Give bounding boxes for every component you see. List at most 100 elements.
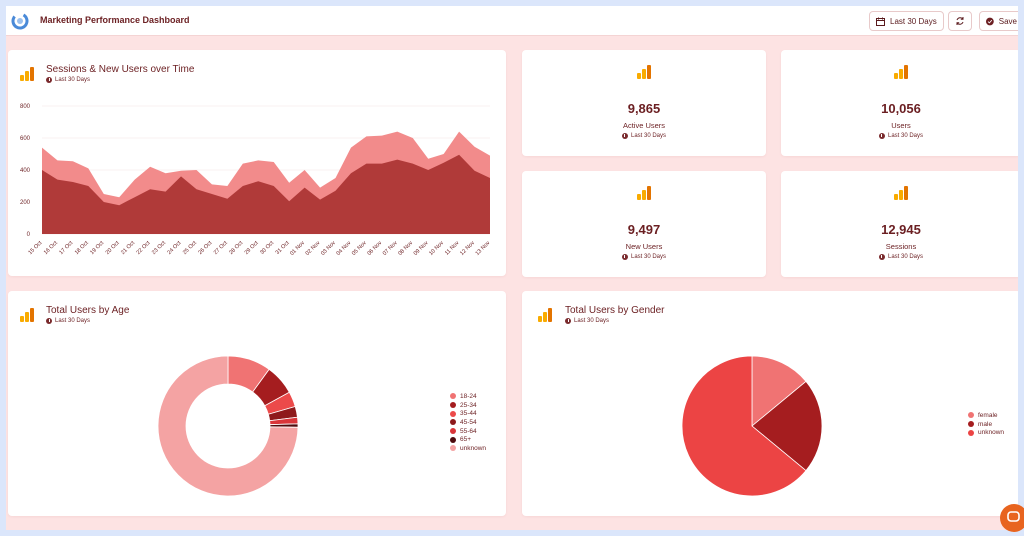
legend-swatch [450, 402, 456, 409]
dashboard-frame: Marketing Performance Dashboard Last 30 … [6, 6, 1018, 530]
legend-swatch [450, 419, 456, 426]
age-legend: 18-24 25-34 35-44 45-54 55-64 65+ unknown [450, 392, 486, 453]
pie-slice-unknown[interactable] [681, 355, 807, 497]
google-analytics-icon [894, 65, 908, 79]
legend-item-female[interactable]: female [968, 411, 1004, 420]
age-donut-chart [157, 355, 299, 497]
chat-icon[interactable] [1000, 504, 1024, 532]
save-label: Save [998, 16, 1017, 26]
legend-item-35-44[interactable]: 35-44 [450, 409, 486, 418]
x-tick-label: 28 Oct [228, 240, 244, 256]
gender-card-title: Total Users by Gender [565, 305, 665, 316]
x-tick-label: 04 Nov [336, 240, 353, 257]
top-bar: Marketing Performance Dashboard Last 30 … [6, 6, 1018, 36]
legend-label: 18-24 [460, 392, 477, 400]
save-button[interactable]: Save [979, 11, 1018, 31]
legend-swatch [450, 410, 456, 417]
legend-label: female [978, 411, 998, 419]
gender-card-subtitle: Last 30 Days [565, 318, 609, 324]
kpi-subtitle: Last 30 Days [781, 254, 1018, 260]
x-tick-label: 13 Nov [475, 240, 492, 257]
x-tick-label: 27 Oct [213, 240, 229, 256]
x-tick-label: 31 Oct [275, 240, 291, 256]
legend-label: 65+ [460, 436, 472, 444]
kpi-label: Users [891, 121, 911, 130]
x-tick-label: 23 Oct [151, 240, 167, 256]
refresh-icon [956, 17, 964, 25]
x-tick-label: 12 Nov [459, 240, 476, 257]
chat-icon-glyph [1007, 511, 1020, 522]
legend-item-55-64[interactable]: 55-64 [450, 427, 486, 436]
x-tick-label: 30 Oct [259, 240, 275, 256]
y-tick-label: 0 [27, 232, 31, 238]
pie-slice-female[interactable] [751, 355, 807, 427]
legend-swatch [968, 429, 974, 436]
legend-item-18-24[interactable]: 18-24 [450, 392, 486, 401]
x-tick-label: 18 Oct [74, 240, 90, 256]
legend-swatch [450, 436, 456, 443]
x-tick-label: 08 Nov [397, 240, 414, 257]
x-tick-label: 21 Oct [120, 240, 136, 256]
x-tick-label: 17 Oct [58, 240, 74, 256]
area-series-1 [42, 154, 490, 234]
kpi-subtitle: Last 30 Days [522, 254, 766, 260]
x-tick-label: 11 Nov [444, 240, 461, 257]
kpi-subtitle-text: Last 30 Days [887, 133, 924, 139]
google-analytics-icon [637, 186, 651, 200]
y-tick-label: 200 [20, 200, 31, 206]
app-logo-icon[interactable] [11, 12, 29, 30]
google-analytics-icon [20, 67, 34, 81]
check-circle-icon [986, 17, 994, 25]
page-title: Marketing Performance Dashboard [40, 15, 190, 25]
gender-pie-chart [681, 355, 823, 497]
date-range-label: Last 30 Days [890, 16, 937, 26]
legend-item-65+[interactable]: 65+ [450, 435, 486, 444]
x-tick-label: 15 Oct [28, 240, 44, 256]
legend-label: 25-34 [460, 401, 477, 409]
legend-swatch [450, 393, 456, 400]
x-tick-label: 10 Nov [428, 240, 445, 257]
y-tick-label: 400 [20, 168, 31, 174]
clock-icon [621, 254, 628, 260]
age-card-title: Total Users by Age [46, 305, 130, 316]
legend-swatch [968, 412, 974, 419]
sessions-card-title: Sessions & New Users over Time [46, 64, 195, 75]
legend-label: unknown [978, 429, 1005, 437]
legend-label: 45-54 [460, 418, 477, 426]
legend-item-25-34[interactable]: 25-34 [450, 401, 486, 410]
kpi-card-new-users: 9,497 New Users Last 30 Days [522, 171, 766, 277]
legend-item-45-54[interactable]: 45-54 [450, 418, 486, 427]
legend-item-unknown[interactable]: unknown [450, 444, 486, 453]
x-tick-label: 07 Nov [382, 240, 399, 257]
kpi-value: 12,945 [881, 222, 921, 237]
gender-card-subtitle-text: Last 30 Days [574, 318, 610, 324]
kpi-label: Active Users [622, 121, 666, 130]
x-tick-label: 01 Nov [289, 240, 306, 257]
refresh-button[interactable] [948, 11, 972, 31]
calendar-icon [876, 17, 885, 26]
google-analytics-icon [637, 65, 651, 79]
kpi-card-users: 10,056 Users Last 30 Days [781, 50, 1018, 156]
kpi-value: 9,497 [627, 222, 661, 237]
y-tick-label: 800 [20, 104, 31, 110]
x-tick-label: 16 Oct [43, 240, 59, 256]
kpi-label: Sessions [885, 242, 917, 251]
kpi-subtitle-text: Last 30 Days [630, 133, 667, 139]
y-tick-label: 600 [20, 136, 31, 142]
legend-label: male [978, 420, 993, 428]
x-tick-label: 19 Oct [89, 240, 105, 256]
legend-swatch [968, 421, 974, 428]
kpi-card-active-users: 9,865 Active Users Last 30 Days [522, 50, 766, 156]
date-range-button[interactable]: Last 30 Days [869, 11, 944, 31]
kpi-label: New Users [625, 242, 663, 251]
x-tick-label: 20 Oct [105, 240, 121, 256]
legend-item-unknown[interactable]: unknown [968, 428, 1004, 437]
pie-slice-male[interactable] [751, 380, 823, 472]
kpi-subtitle: Last 30 Days [522, 133, 766, 139]
x-tick-label: 24 Oct [167, 240, 183, 256]
legend-item-male[interactable]: male [968, 420, 1004, 429]
clock-icon [878, 254, 885, 260]
clock-icon [621, 133, 628, 139]
x-tick-label: 05 Nov [351, 240, 368, 257]
pie-slice-unknown[interactable] [157, 355, 299, 497]
